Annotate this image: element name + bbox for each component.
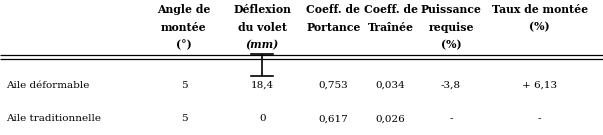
Text: requise: requise — [428, 22, 474, 33]
Text: 0,026: 0,026 — [376, 114, 406, 123]
Text: (mm): (mm) — [245, 39, 279, 50]
Text: + 6,13: + 6,13 — [522, 81, 557, 90]
Text: (°): (°) — [176, 39, 192, 50]
Text: Coeff. de: Coeff. de — [306, 4, 361, 15]
Text: Aile déformable: Aile déformable — [6, 81, 89, 90]
Text: 18,4: 18,4 — [251, 81, 274, 90]
Text: -: - — [449, 114, 453, 123]
Text: Traînée: Traînée — [368, 22, 414, 33]
Text: 0: 0 — [259, 114, 265, 123]
Text: du volet: du volet — [238, 22, 287, 33]
Text: 5: 5 — [181, 114, 187, 123]
Text: 0,617: 0,617 — [318, 114, 349, 123]
Text: Coeff. de: Coeff. de — [364, 4, 418, 15]
Text: Portance: Portance — [306, 22, 361, 33]
Text: -3,8: -3,8 — [441, 81, 461, 90]
Text: 0,034: 0,034 — [376, 81, 406, 90]
Text: Déflexion: Déflexion — [233, 4, 291, 15]
Text: 0,753: 0,753 — [318, 81, 349, 90]
Text: montée: montée — [161, 22, 207, 33]
Text: (%): (%) — [441, 39, 461, 50]
Text: 5: 5 — [181, 81, 187, 90]
Text: Puissance: Puissance — [421, 4, 481, 15]
Text: Angle de: Angle de — [157, 4, 210, 15]
Text: Aile traditionnelle: Aile traditionnelle — [6, 114, 101, 123]
Text: -: - — [538, 114, 541, 123]
Text: (%): (%) — [529, 22, 550, 33]
Text: Taux de montée: Taux de montée — [491, 4, 588, 15]
